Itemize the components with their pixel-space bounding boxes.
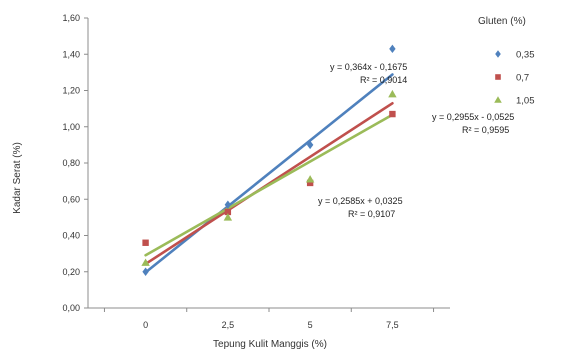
data-point-series-3 <box>141 258 150 266</box>
y-tick-label: 0,60 <box>62 194 80 204</box>
y-tick-label: 1,60 <box>62 13 80 23</box>
y-tick-label: 1,20 <box>62 86 80 96</box>
data-point-series-1 <box>142 267 149 276</box>
data-point-series-1 <box>389 44 396 54</box>
legend-label-series-1: 0,35 <box>516 50 535 61</box>
legend-label-series-2: 0,7 <box>516 73 529 84</box>
legend-label-series-3: 1,05 <box>516 96 535 107</box>
x-tick-label: 5 <box>308 320 313 330</box>
data-point-series-3 <box>388 89 397 98</box>
trendline-equation: y = 0,2585x + 0,0325 <box>318 196 403 206</box>
data-point-series-3 <box>305 175 315 183</box>
legend: Gluten (%) 0,35 0,7 1,05 <box>478 16 535 107</box>
data-point-series-1 <box>224 200 232 209</box>
y-tick-label: 0,80 <box>62 158 80 168</box>
trendline-equation: y = 0,364x - 0,1675 <box>330 62 407 72</box>
data-point-series-2 <box>224 208 232 216</box>
legend-marker-series-3 <box>494 96 502 103</box>
x-axis-title: Tepung Kulit Manggis (%) <box>213 339 327 350</box>
trendlines <box>144 73 394 274</box>
data-point-series-3 <box>223 213 233 221</box>
data-point-series-2 <box>389 110 396 118</box>
data-points <box>141 44 397 276</box>
data-point-series-2 <box>306 179 314 187</box>
legend-marker-series-2 <box>495 74 501 80</box>
trendline-series-3 <box>144 113 394 257</box>
data-point-series-2 <box>142 239 149 246</box>
trendline-r-squared: R² = 0,9595 <box>462 125 509 135</box>
x-tick-label: 7,5 <box>386 320 399 330</box>
y-tick-label: 0,00 <box>62 303 80 313</box>
trendline-r-squared: R² = 0,9014 <box>360 75 407 85</box>
trendline-equation: y = 0,2955x - 0,0525 <box>432 112 514 122</box>
x-tick-label: 0 <box>143 320 148 330</box>
data-point-series-1 <box>306 140 314 150</box>
trendline-series-1 <box>144 73 394 274</box>
y-tick-label: 1,40 <box>62 49 80 59</box>
y-axis-ticks: 0,00 0,20 0,40 0,60 0,80 1,00 1,20 1,40 1,60 <box>62 13 88 313</box>
y-tick-label: 0,40 <box>62 231 80 241</box>
legend-marker-series-1 <box>495 50 501 58</box>
legend-title: Gluten (%) <box>478 16 526 27</box>
y-tick-label: 1,00 <box>62 122 80 132</box>
x-axis-ticks: 0 2,5 5 7,5 <box>103 308 435 330</box>
x-tick-label: 2,5 <box>222 320 235 330</box>
y-axis-title: Kadar Serat (%) <box>12 142 23 214</box>
trendline-equations: y = 0,364x - 0,1675 R² = 0,9014 y = 0,2955… <box>318 62 514 219</box>
trendline-r-squared: R² = 0,9107 <box>348 209 395 219</box>
y-tick-label: 0,20 <box>62 267 80 277</box>
